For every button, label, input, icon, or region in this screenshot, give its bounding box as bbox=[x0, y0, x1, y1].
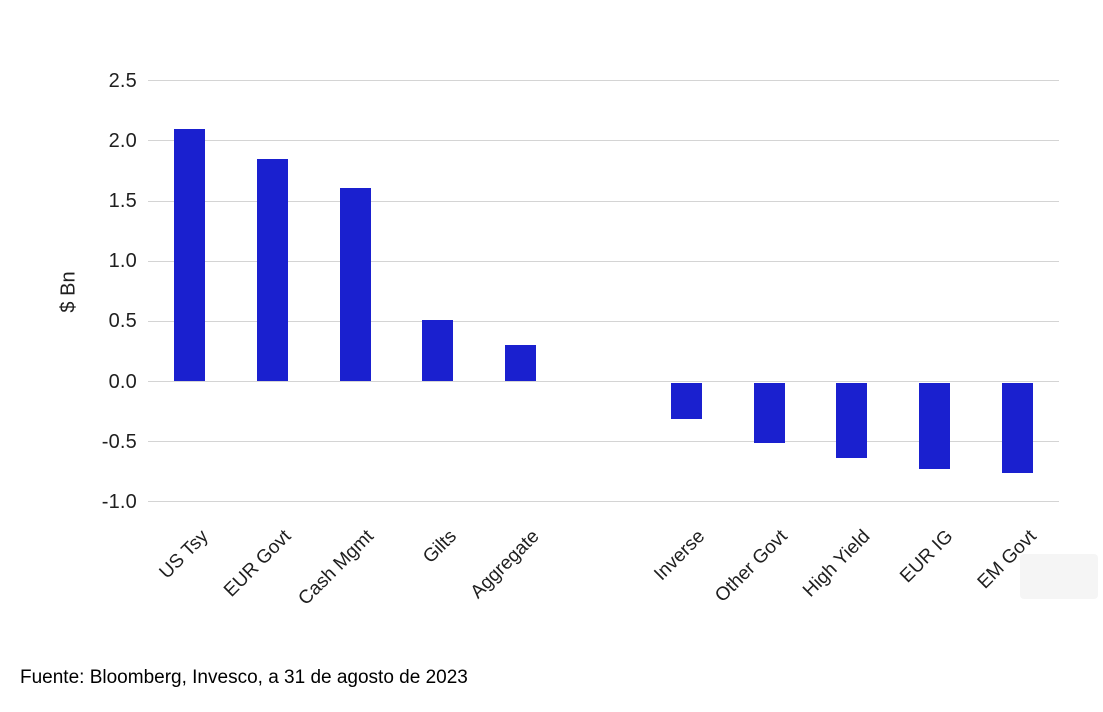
bar-us-tsy bbox=[173, 128, 205, 382]
bar-aggregate bbox=[505, 345, 537, 382]
y-tick-label: 0.0 bbox=[108, 370, 137, 393]
y-tick-label: 2.0 bbox=[108, 129, 137, 152]
x-axis-label-gilts: Gilts bbox=[418, 526, 461, 568]
x-axis-label-us-tsy: US Tsy bbox=[155, 526, 213, 584]
gridline bbox=[148, 441, 1059, 443]
gridline bbox=[148, 200, 1059, 202]
y-tick-label: 1.5 bbox=[108, 190, 137, 212]
x-axis-label-other-govt: Other Govt bbox=[711, 526, 792, 607]
bar-other-govt bbox=[753, 382, 785, 443]
bar-gilts bbox=[422, 320, 454, 382]
gridline bbox=[148, 140, 1059, 142]
gridline bbox=[148, 320, 1059, 322]
x-axis-label-high-yield: High Yield bbox=[799, 526, 875, 602]
y-tick-label: -0.5 bbox=[101, 430, 137, 453]
bar-cash-mgmt bbox=[339, 187, 371, 382]
y-tick-label: 2.5 bbox=[108, 69, 137, 92]
gridline bbox=[148, 260, 1059, 262]
watermark bbox=[1020, 554, 1098, 599]
gridline bbox=[148, 80, 1059, 82]
x-axis-label-eur-ig: EUR IG bbox=[896, 526, 958, 588]
x-axis-label-aggregate: Aggregate bbox=[466, 526, 544, 603]
bar-eur-govt bbox=[256, 158, 288, 382]
source-note: Fuente: Bloomberg, Invesco, a 31 de agos… bbox=[20, 667, 468, 688]
gridline bbox=[148, 501, 1059, 503]
gridline bbox=[148, 381, 1059, 382]
bar-eur-ig bbox=[919, 382, 951, 470]
x-axis-label-inverse: Inverse bbox=[650, 526, 710, 585]
x-axis-label-eur-govt: EUR Govt bbox=[219, 526, 296, 602]
x-axis-label-cash-mgmt: Cash Mgmt bbox=[294, 526, 378, 610]
y-tick-label: -1.0 bbox=[101, 490, 137, 513]
y-tick-label: 1.0 bbox=[108, 250, 137, 273]
y-tick-label: 0.5 bbox=[108, 310, 137, 333]
bar-inverse bbox=[670, 382, 702, 419]
y-axis-label: $ Bn bbox=[57, 271, 80, 313]
bar-em-govt bbox=[1002, 382, 1034, 473]
bar-high-yield bbox=[836, 382, 868, 459]
